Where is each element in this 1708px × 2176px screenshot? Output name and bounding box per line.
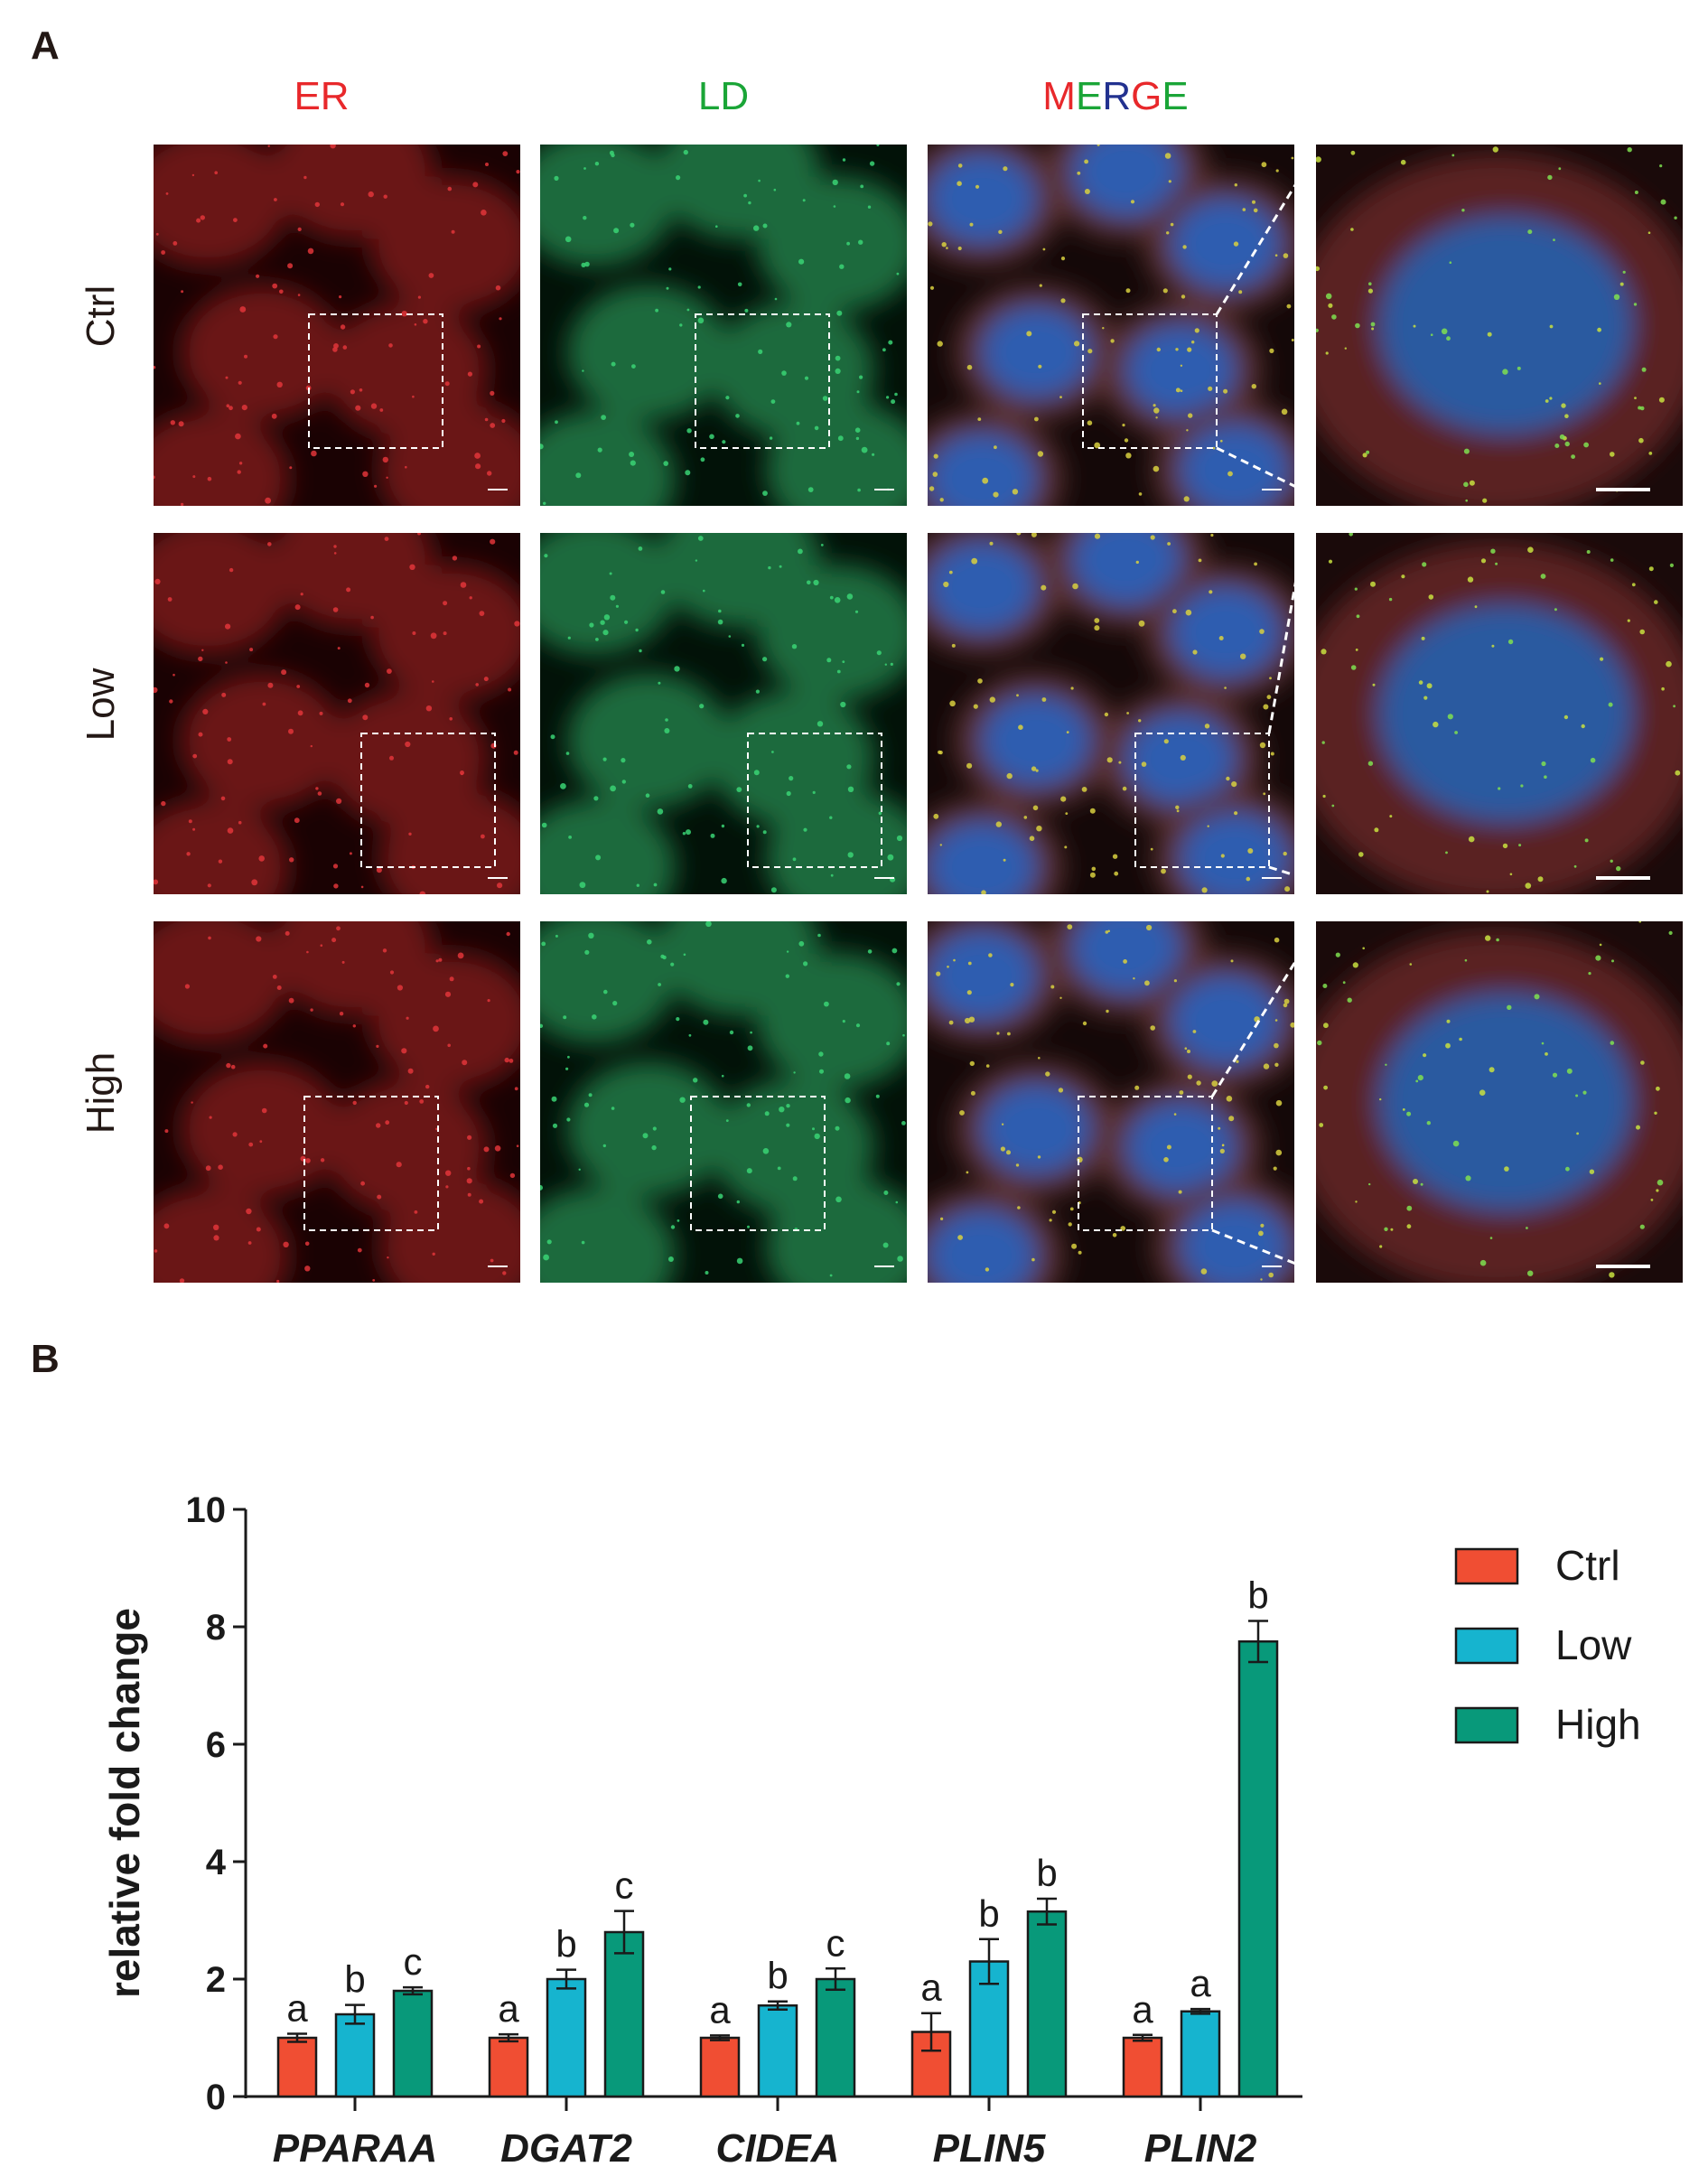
bar — [1026, 1910, 1068, 2098]
legend-label: High — [1555, 1701, 1641, 1748]
significance-letter: b — [978, 1892, 999, 1935]
significance-letter: a — [709, 1988, 731, 2031]
micrograph-low-ld — [540, 533, 907, 894]
merge-letter: E — [1162, 74, 1189, 118]
significance-letter: b — [767, 1955, 788, 1997]
significance-letter: b — [1247, 1574, 1268, 1617]
bar — [757, 2004, 798, 2098]
significance-letter: b — [555, 1923, 576, 1966]
micrograph-low-zoom — [1316, 533, 1683, 894]
micrograph-ctrl-er — [154, 145, 520, 506]
significance-letter: c — [615, 1864, 634, 1907]
legend-swatch — [1454, 1547, 1519, 1585]
legend-label: Low — [1555, 1621, 1632, 1668]
column-label-merge: MERGE — [980, 74, 1251, 119]
y-tick-label: 10 — [186, 1490, 227, 1530]
column-label-ld: LD — [697, 74, 750, 118]
micrograph-ctrl-zoom — [1316, 145, 1683, 506]
column-label-er: ER — [294, 74, 350, 118]
micrograph-high-merge — [928, 921, 1294, 1283]
panel-a-letter: A — [31, 23, 60, 68]
x-tick-label: PLIN5 — [933, 2126, 1046, 2171]
y-tick-label: 0 — [206, 2078, 226, 2117]
bar — [1180, 2010, 1221, 2098]
significance-letter: c — [826, 1921, 845, 1964]
bar — [1237, 1640, 1279, 2098]
legend-label: Ctrl — [1555, 1542, 1620, 1589]
row-label-low: Low — [79, 668, 123, 742]
merge-letter: M — [1042, 74, 1076, 118]
y-tick-label: 2 — [206, 1960, 226, 2000]
significance-letter: a — [920, 1966, 942, 2009]
legend-swatch — [1454, 1706, 1519, 1744]
micrograph-low-er — [154, 533, 520, 894]
significance-letter: b — [1036, 1852, 1057, 1894]
micrograph-ctrl-ld — [540, 145, 907, 506]
significance-letter: a — [286, 1986, 308, 2029]
y-tick-label: 8 — [206, 1608, 226, 1648]
x-tick-label: CIDEA — [716, 2126, 840, 2171]
bar — [334, 2013, 376, 2098]
y-tick-label: 6 — [206, 1725, 226, 1765]
panel-b-letter: B — [31, 1337, 60, 1381]
y-axis-label: relative fold change — [101, 1608, 148, 1998]
merge-letter: G — [1131, 74, 1162, 118]
x-tick-label: DGAT2 — [500, 2126, 632, 2171]
micrograph-high-er — [154, 921, 520, 1283]
merge-letter: R — [1102, 74, 1132, 118]
bar — [699, 2036, 741, 2098]
significance-letter: b — [344, 1958, 365, 2001]
x-tick-label: PPARAA — [273, 2126, 438, 2171]
micrograph-high-zoom — [1316, 921, 1683, 1283]
row-label-ctrl: Ctrl — [79, 285, 123, 348]
micrograph-high-ld — [540, 921, 907, 1283]
y-tick-label: 4 — [206, 1843, 227, 1882]
significance-letter: a — [498, 1987, 519, 2030]
x-tick-label: PLIN2 — [1144, 2126, 1257, 2171]
merge-letter: E — [1075, 74, 1103, 118]
bar — [815, 1977, 856, 2098]
bar — [488, 2036, 529, 2098]
legend-swatch — [1454, 1627, 1519, 1665]
bar — [392, 1989, 434, 2098]
bar — [546, 1977, 587, 2098]
significance-letter: c — [404, 1940, 423, 1983]
micrograph-ctrl-merge — [928, 145, 1294, 506]
significance-letter: a — [1190, 1962, 1211, 2004]
bar — [1122, 2036, 1163, 2098]
bar — [603, 1930, 645, 2098]
bar — [276, 2036, 318, 2098]
micrograph-low-merge — [928, 533, 1294, 894]
significance-letter: a — [1132, 1988, 1153, 2031]
row-label-high: High — [79, 1051, 123, 1135]
